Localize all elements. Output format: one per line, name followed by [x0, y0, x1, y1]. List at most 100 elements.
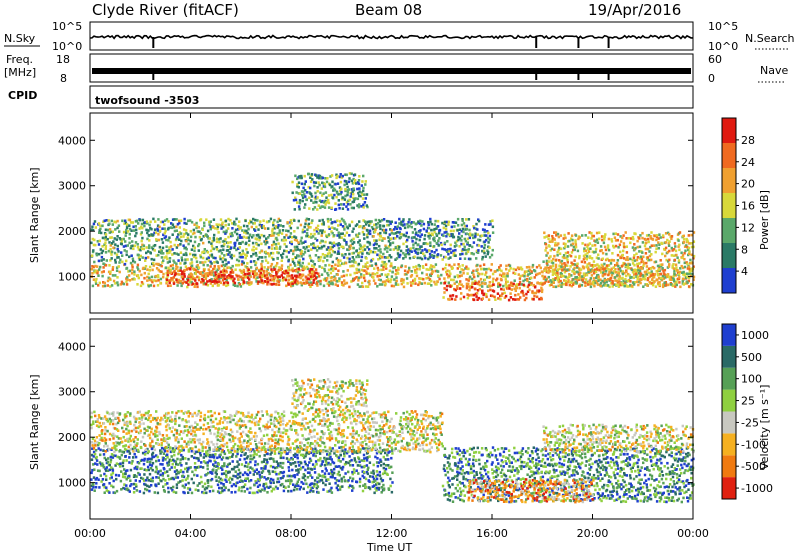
power-cell: [318, 176, 321, 180]
power-cell: [593, 268, 597, 272]
velocity-cell: [123, 468, 126, 471]
velocity-cell: [292, 462, 295, 465]
velocity-cell: [311, 476, 314, 479]
power-cell: [351, 260, 354, 263]
power-cell: [558, 246, 561, 250]
velocity-cell: [130, 483, 133, 486]
power-cell: [297, 267, 300, 271]
power-cell: [131, 221, 134, 224]
power-cell: [111, 223, 114, 226]
power-cell: [581, 275, 584, 278]
power-cell: [363, 269, 366, 273]
power-cell: [587, 270, 590, 274]
power-cell: [337, 252, 341, 255]
power-cell: [220, 252, 224, 255]
velocity-cell: [111, 471, 115, 475]
power-cell: [367, 232, 370, 235]
power-cell: [307, 218, 311, 221]
power-cell: [399, 249, 403, 253]
power-cell: [227, 235, 230, 239]
power-cell: [208, 220, 211, 224]
power-cell: [400, 220, 403, 224]
power-cell: [443, 220, 447, 224]
power-cell: [319, 241, 322, 245]
power-cell: [303, 206, 306, 209]
power-cell: [596, 273, 600, 277]
power-cell: [177, 233, 180, 236]
power-cell: [183, 232, 186, 236]
power-cell: [431, 269, 434, 273]
power-cell: [358, 220, 361, 223]
velocity-cell: [194, 468, 197, 472]
power-cell: [417, 243, 420, 246]
power-cell: [503, 296, 507, 299]
power-cell: [360, 275, 363, 279]
power-cell: [239, 226, 242, 229]
power-cell: [319, 206, 322, 210]
velocity-cell: [226, 456, 230, 460]
power-cell: [281, 276, 285, 279]
power-cell: [468, 244, 472, 247]
power-cell: [604, 248, 608, 252]
power-cell: [563, 270, 567, 274]
power-cell: [366, 229, 369, 232]
power-cell: [433, 251, 436, 254]
power-cell: [203, 221, 206, 225]
velocity-cell: [301, 454, 305, 457]
power-cell: [298, 258, 301, 262]
power-cell: [353, 260, 356, 264]
velocity-cell: [159, 462, 162, 466]
power-cell: [458, 274, 462, 278]
power-cell: [297, 205, 301, 208]
power-cell: [175, 280, 179, 284]
power-cell: [507, 298, 511, 302]
power-cell: [519, 296, 522, 299]
velocity-cell: [111, 469, 115, 472]
power-cell: [529, 283, 532, 286]
power-cell: [168, 246, 171, 249]
power-cell: [390, 237, 393, 240]
power-cell: [131, 244, 134, 248]
power-cell: [172, 259, 175, 263]
power-cell: [208, 223, 211, 226]
power-cell: [183, 273, 186, 276]
power-cell: [354, 197, 357, 200]
velocity-cell: [129, 468, 133, 472]
power-cell: [273, 226, 277, 230]
power-cell: [346, 191, 349, 194]
velocity-cell: [179, 458, 182, 461]
power-cell: [335, 195, 338, 199]
velocity-cell: [249, 457, 252, 461]
power-cell: [333, 234, 336, 237]
velocity-cell: [90, 484, 94, 488]
power-cell: [503, 291, 506, 295]
power-cell: [639, 255, 643, 259]
power-cell: [291, 284, 295, 287]
power-cell: [344, 194, 347, 198]
power-cell: [323, 182, 327, 186]
power-cell: [337, 261, 340, 264]
power-cell: [600, 249, 603, 252]
power-cell: [281, 271, 284, 274]
velocity-cell: [114, 454, 117, 458]
power-cell: [351, 242, 354, 246]
power-cell: [426, 242, 429, 246]
power-cell: [144, 265, 148, 268]
power-cell: [279, 268, 282, 272]
power-cell: [686, 262, 689, 266]
power-cell: [271, 244, 274, 247]
power-cell: [594, 279, 597, 283]
velocity-cell: [309, 474, 312, 477]
velocity-cell: [115, 489, 119, 493]
power-cell: [218, 277, 221, 280]
power-cell: [627, 272, 630, 276]
velocity-cell: [117, 474, 121, 477]
power-cell: [651, 283, 655, 287]
velocity-cell: [159, 452, 162, 455]
power-cell: [316, 196, 319, 199]
velocity-cell: [244, 452, 247, 455]
velocity-cell: [199, 454, 202, 457]
power-cell: [422, 277, 425, 281]
power-cell: [569, 280, 572, 284]
